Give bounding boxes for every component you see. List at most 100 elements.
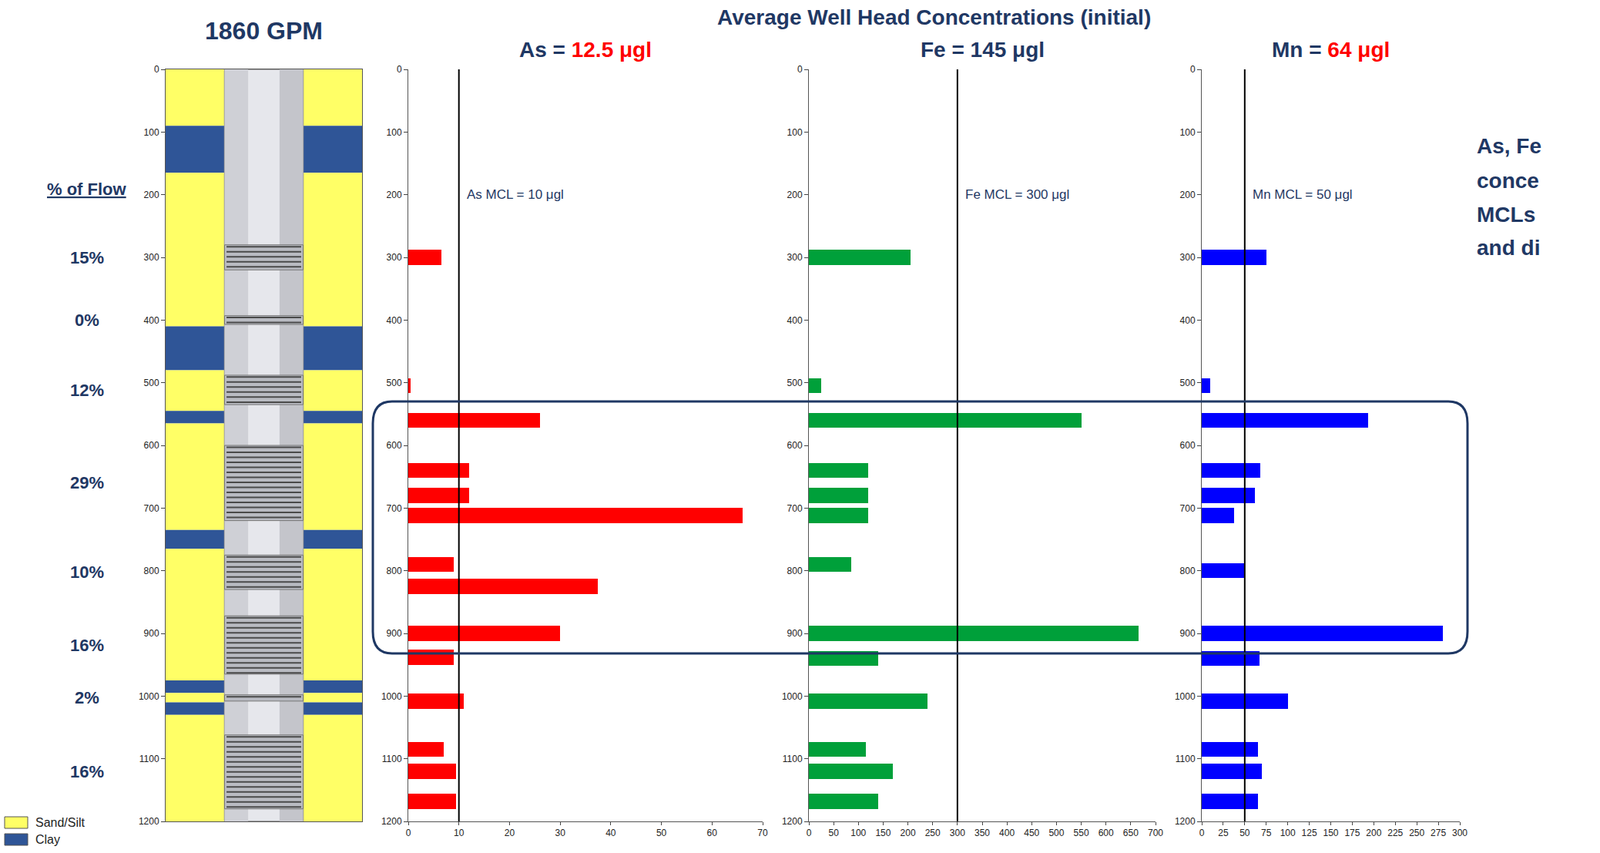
svg-text:0: 0 (405, 827, 412, 839)
svg-text:175: 175 (1344, 827, 1360, 839)
svg-text:700: 700 (787, 503, 803, 514)
svg-text:300: 300 (949, 827, 966, 839)
svg-text:1100: 1100 (139, 753, 160, 765)
svg-text:0: 0 (396, 63, 403, 75)
svg-text:100: 100 (144, 127, 160, 138)
svg-text:600: 600 (386, 439, 403, 451)
svg-text:225: 225 (1387, 827, 1403, 839)
svg-text:500: 500 (1048, 827, 1064, 839)
svg-text:100: 100 (1280, 827, 1296, 839)
svg-text:1000: 1000 (781, 690, 803, 702)
svg-text:1100: 1100 (382, 753, 403, 765)
svg-text:600: 600 (1180, 439, 1196, 451)
svg-text:300: 300 (787, 251, 803, 263)
svg-text:0: 0 (797, 63, 803, 75)
svg-text:200: 200 (144, 189, 160, 201)
svg-text:150: 150 (1322, 827, 1339, 839)
svg-text:400: 400 (144, 315, 160, 326)
svg-text:400: 400 (386, 315, 403, 326)
svg-text:conce: conce (1476, 168, 1540, 193)
svg-text:Mn = 64 μgl: Mn = 64 μgl (1271, 37, 1390, 62)
svg-text:600: 600 (144, 439, 160, 451)
svg-text:900: 900 (1180, 627, 1196, 639)
svg-text:450: 450 (1023, 827, 1040, 839)
svg-text:0: 0 (1199, 827, 1205, 839)
svg-text:MCLs: MCLs (1476, 202, 1536, 227)
svg-text:600: 600 (787, 439, 803, 451)
svg-text:400: 400 (1180, 315, 1196, 326)
svg-text:200: 200 (787, 189, 803, 201)
svg-text:1000: 1000 (1174, 690, 1196, 702)
svg-text:550: 550 (1073, 827, 1090, 839)
svg-text:1200: 1200 (381, 815, 403, 827)
svg-text:800: 800 (1180, 565, 1196, 577)
svg-text:and di: and di (1476, 235, 1540, 260)
svg-text:900: 900 (787, 627, 803, 639)
svg-text:10: 10 (453, 827, 465, 839)
svg-text:100: 100 (386, 127, 403, 138)
svg-text:300: 300 (1180, 251, 1196, 263)
svg-text:800: 800 (787, 565, 803, 577)
svg-text:100: 100 (787, 127, 803, 138)
svg-text:125: 125 (1301, 827, 1318, 839)
svg-text:1000: 1000 (138, 690, 160, 702)
svg-text:650: 650 (1123, 827, 1139, 839)
svg-text:600: 600 (1098, 827, 1114, 839)
svg-text:60: 60 (707, 827, 718, 839)
svg-text:0: 0 (806, 827, 812, 839)
svg-text:50: 50 (1239, 827, 1251, 839)
svg-text:200: 200 (900, 827, 916, 839)
svg-text:200: 200 (1180, 189, 1196, 201)
svg-text:100: 100 (1180, 127, 1196, 138)
svg-text:700: 700 (144, 503, 160, 514)
svg-text:16%: 16% (70, 761, 104, 782)
svg-text:500: 500 (787, 377, 803, 389)
svg-text:200: 200 (386, 189, 403, 201)
svg-text:As, Fe: As, Fe (1476, 134, 1542, 158)
svg-text:30: 30 (554, 827, 566, 839)
svg-text:800: 800 (144, 565, 160, 577)
svg-text:1200: 1200 (138, 815, 160, 827)
svg-text:900: 900 (144, 627, 160, 639)
svg-text:400: 400 (999, 827, 1015, 839)
svg-text:As = 12.5 μgl: As = 12.5 μgl (519, 37, 652, 62)
svg-text:150: 150 (875, 827, 891, 839)
svg-text:10%: 10% (70, 562, 104, 582)
svg-text:16%: 16% (70, 635, 104, 655)
svg-text:40: 40 (605, 827, 617, 839)
svg-text:Average Well Head Concentratio: Average Well Head Concentrations (initia… (717, 5, 1151, 30)
svg-text:0%: 0% (74, 310, 100, 330)
svg-text:250: 250 (1408, 827, 1425, 839)
svg-text:500: 500 (386, 377, 403, 389)
svg-text:Fe = 145 μgl: Fe = 145 μgl (920, 37, 1045, 62)
svg-text:1100: 1100 (782, 753, 803, 765)
svg-text:15%: 15% (70, 248, 104, 268)
svg-text:275: 275 (1430, 827, 1446, 839)
svg-text:250: 250 (925, 827, 941, 839)
svg-text:0: 0 (154, 63, 160, 75)
svg-text:50: 50 (656, 827, 668, 839)
svg-text:25: 25 (1217, 827, 1229, 839)
svg-text:50: 50 (828, 827, 839, 839)
svg-text:350: 350 (974, 827, 990, 839)
svg-text:29%: 29% (70, 472, 104, 493)
svg-text:400: 400 (787, 315, 803, 326)
svg-text:20: 20 (504, 827, 516, 839)
svg-text:1860 GPM: 1860 GPM (204, 16, 323, 45)
svg-text:Mn MCL = 50 μgl: Mn MCL = 50 μgl (1252, 187, 1353, 202)
svg-text:Fe MCL = 300 μgl: Fe MCL = 300 μgl (965, 187, 1070, 202)
svg-text:500: 500 (1180, 377, 1196, 389)
svg-text:75: 75 (1261, 827, 1272, 839)
svg-text:900: 900 (386, 627, 403, 639)
svg-text:1100: 1100 (1175, 753, 1196, 765)
svg-text:1200: 1200 (1174, 815, 1196, 827)
svg-text:300: 300 (144, 251, 160, 263)
svg-text:0: 0 (1190, 63, 1196, 75)
svg-text:700: 700 (1180, 503, 1196, 514)
svg-text:% of Flow: % of Flow (46, 179, 128, 199)
svg-text:Sand/Silt: Sand/Silt (35, 815, 86, 829)
svg-text:700: 700 (386, 503, 403, 514)
svg-text:300: 300 (386, 251, 403, 263)
svg-text:2%: 2% (74, 687, 100, 708)
svg-text:12%: 12% (70, 380, 104, 400)
